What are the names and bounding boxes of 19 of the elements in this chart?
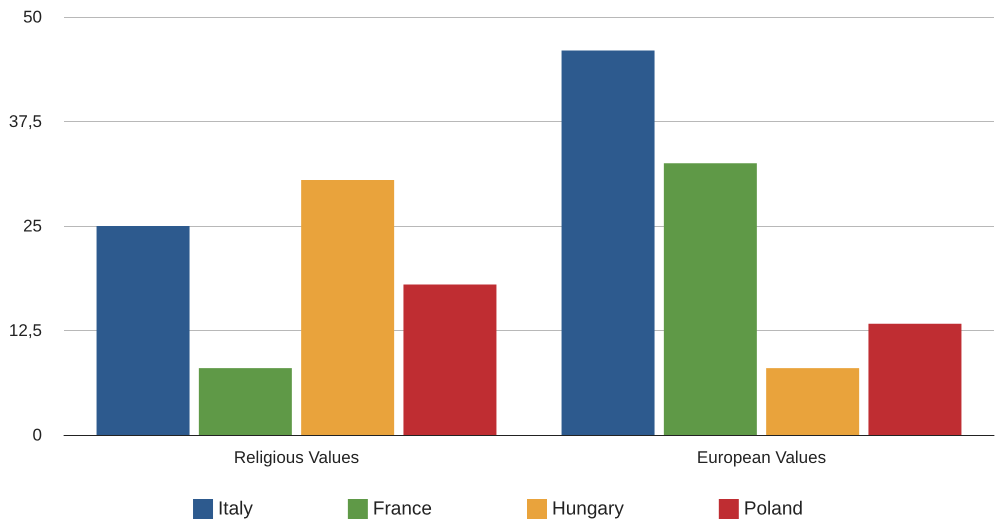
bar — [766, 368, 860, 435]
y-tick-label: 0 — [32, 426, 42, 444]
bar — [403, 284, 496, 435]
legend-label: France — [372, 498, 432, 520]
x-tick-label: Religious Values — [234, 448, 360, 467]
y-tick-label: 12,5 — [8, 321, 42, 340]
x-tick-label: European Values — [696, 448, 826, 467]
bar — [198, 368, 292, 435]
legend-label: Italy — [218, 498, 254, 520]
bar — [562, 50, 655, 435]
y-tick-label: 37,5 — [8, 112, 42, 131]
legend-label: Poland — [744, 498, 803, 520]
bar — [664, 163, 757, 435]
bar — [301, 180, 394, 435]
y-tick-label: 50 — [23, 8, 42, 26]
bar — [868, 324, 962, 435]
bar — [96, 226, 190, 435]
legend-label: Hungary — [552, 498, 624, 520]
y-tick-label: 25 — [23, 216, 42, 236]
